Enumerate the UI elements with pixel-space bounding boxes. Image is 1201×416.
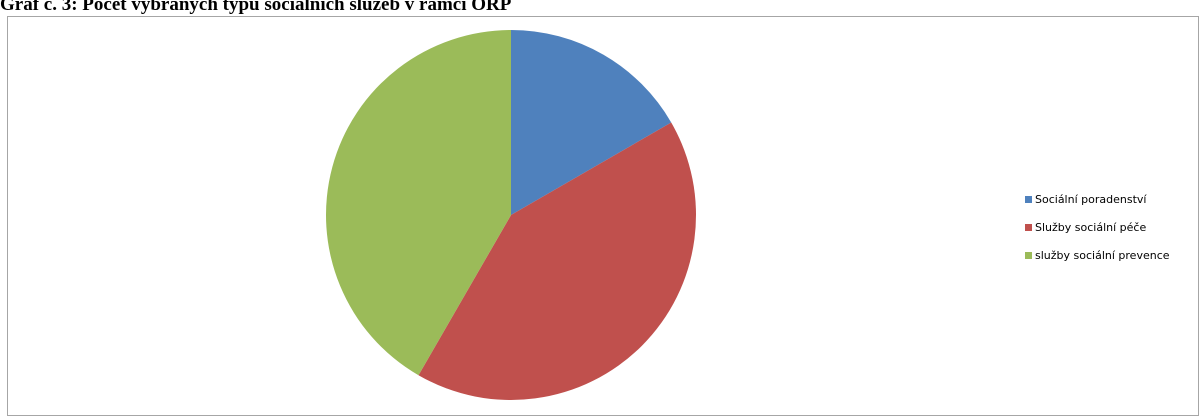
legend-label: Služby sociální péče [1035,220,1147,234]
pie-slice-1 [511,30,672,215]
page-title: Graf č. 3: Počet vybraných typů sociální… [0,0,512,15]
legend-label: služby sociální prevence [1035,248,1170,262]
legend-item-socialni-poradenstvi: Sociální poradenství [1025,192,1170,206]
legend-swatch [1025,195,1032,203]
pie-slice-2 [418,122,696,400]
legend-swatch [1025,223,1032,231]
legend-item-sluzby-socialni-prevence: služby sociální prevence [1025,248,1170,262]
chart-area: Sociální poradenství Služby sociální péč… [7,16,1199,416]
pie-slice-3 [326,30,511,376]
legend-label: Sociální poradenství [1035,192,1147,206]
pie-chart [326,30,696,400]
legend-item-sluzby-socialni-pece: Služby sociální péče [1025,220,1170,234]
legend-swatch [1025,251,1032,259]
chart-legend: Sociální poradenství Služby sociální péč… [1025,192,1170,276]
